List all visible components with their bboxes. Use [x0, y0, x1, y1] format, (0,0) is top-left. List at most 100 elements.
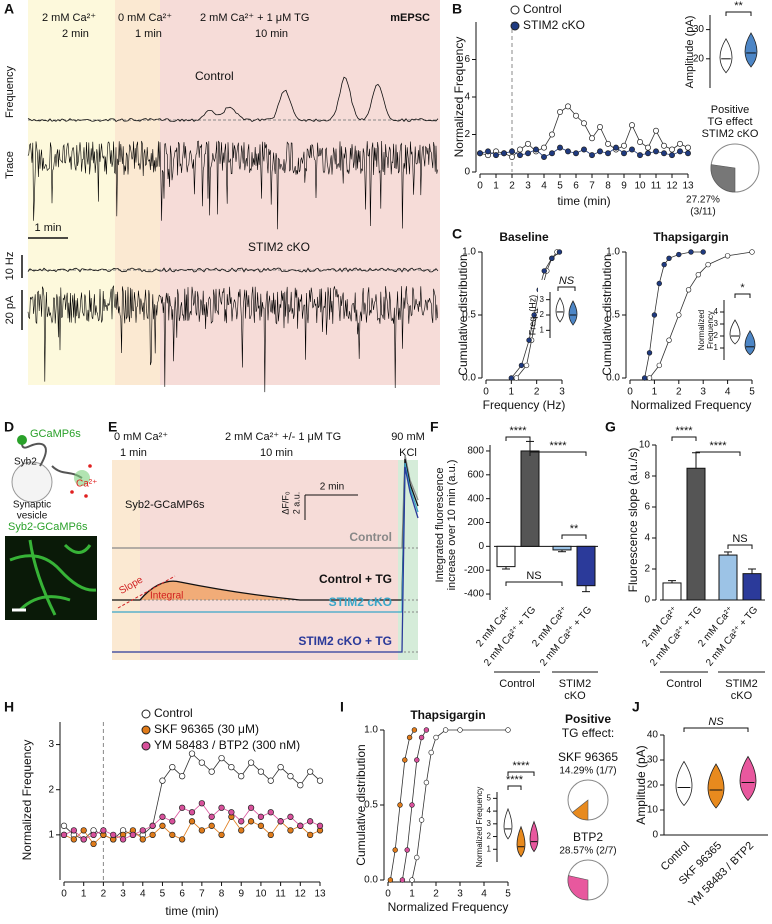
y-tick-label: 1.0 [606, 247, 620, 258]
point [517, 146, 523, 153]
label: ΔF/F₀ [280, 491, 290, 515]
label: Synaptic [13, 500, 51, 511]
point [119, 836, 127, 843]
x-tick-label: 0 [483, 387, 489, 398]
y-tick-label: 0.5 [606, 310, 620, 321]
label: Positive [565, 712, 611, 726]
significance: NS [708, 716, 724, 728]
point [621, 142, 627, 149]
point [316, 822, 324, 829]
point [188, 818, 196, 825]
pie-slice [571, 799, 589, 821]
point [645, 144, 651, 151]
point [188, 750, 196, 757]
x-tick-label: 4 [541, 181, 547, 192]
slope-line [117, 575, 176, 609]
label: Positive [711, 104, 750, 116]
x-tick-label: 1 [409, 889, 415, 900]
violin [729, 319, 741, 345]
point [605, 140, 611, 147]
significance: * [740, 282, 745, 294]
y-tick-label: 0.5 [462, 310, 476, 321]
point [556, 249, 563, 255]
violin [719, 38, 733, 74]
sig-bracket [695, 451, 741, 456]
panel-letter: D [4, 419, 14, 435]
y-tick-label: 30 [693, 24, 705, 35]
point [208, 813, 215, 820]
y-tick-label: 10 [647, 805, 659, 816]
bar [520, 450, 540, 547]
y-tick-label: 2 [464, 129, 470, 140]
point [287, 813, 294, 820]
point [549, 150, 555, 157]
point [523, 362, 530, 369]
point [402, 757, 408, 763]
label: (3/11) [690, 207, 715, 218]
point [669, 152, 675, 159]
point [749, 249, 755, 255]
point [414, 854, 420, 861]
group-label: STIM2 [725, 678, 757, 690]
x-tick-label: 6 [179, 889, 185, 900]
y-tick-label: 20 [647, 780, 659, 791]
point [676, 312, 682, 318]
point [287, 827, 294, 834]
point [208, 822, 215, 829]
label: Normalized [697, 310, 706, 350]
label: time (min) [557, 194, 610, 208]
y-tick-label: 3 [540, 295, 545, 304]
label: STIM2 cKO [702, 128, 759, 140]
fluorescence-trace [112, 466, 419, 653]
point [685, 287, 692, 293]
x-tick-label: 1 [652, 387, 658, 398]
label: 10 min [255, 28, 288, 40]
x-tick-label: 10 [634, 181, 646, 192]
point [414, 757, 420, 763]
label: Baseline [499, 230, 549, 244]
point [501, 150, 507, 157]
trace-label: Control [349, 530, 392, 544]
x-tick-label: 0 [477, 181, 483, 192]
point [493, 152, 499, 159]
y-tick-label: 0.0 [606, 373, 620, 384]
point [218, 804, 225, 811]
point [669, 146, 675, 153]
point [589, 135, 595, 142]
point [645, 150, 651, 157]
label: Fluorescence slope (a.u./s) [626, 448, 640, 593]
label: Thapsigargin [410, 708, 485, 722]
sig-bracket [529, 451, 587, 456]
point [685, 150, 691, 157]
violin [516, 825, 526, 858]
point [656, 362, 662, 369]
sig-bracket [671, 436, 697, 441]
label: Normalized Frequency [452, 37, 466, 158]
label: Trace [4, 151, 16, 179]
violin [744, 32, 758, 68]
point [60, 831, 68, 839]
point [159, 822, 166, 829]
point [505, 727, 511, 733]
point [257, 822, 265, 829]
point [541, 268, 547, 274]
x-tick-label: 3 [457, 889, 463, 900]
legend-marker [141, 741, 151, 751]
band-e2 [140, 460, 398, 660]
point [565, 148, 571, 155]
point [149, 822, 156, 829]
label: 20 pA [4, 295, 16, 324]
label: 1 min [120, 447, 147, 459]
legend-label: Control [154, 706, 193, 720]
point [442, 727, 449, 733]
sig-bracket [734, 293, 751, 298]
point [637, 139, 643, 145]
significance: ** [570, 523, 579, 535]
legend-label: STIM2 cKO [523, 18, 585, 32]
x-tick-label: 2 [534, 387, 540, 398]
band-a2 [115, 0, 160, 385]
band-e3 [398, 460, 418, 660]
point [676, 251, 682, 258]
significance: **** [709, 440, 727, 452]
point [549, 255, 555, 261]
